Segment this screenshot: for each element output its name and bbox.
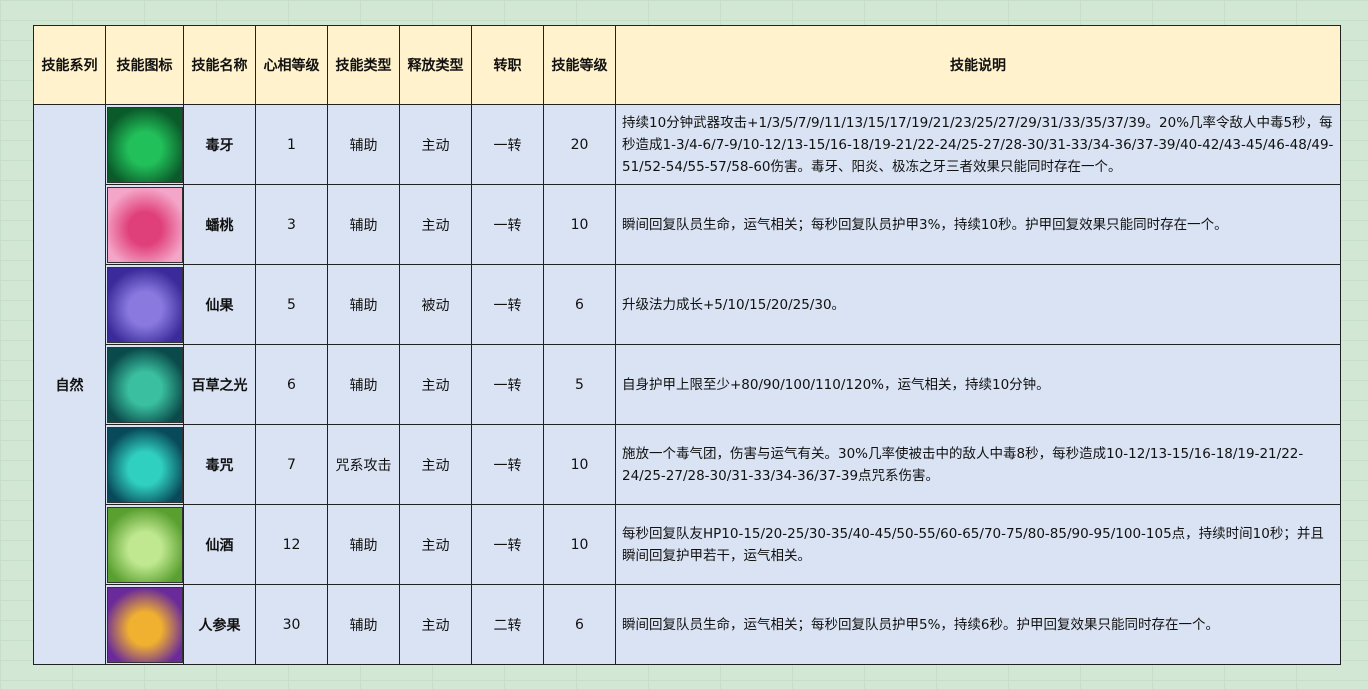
poison-curse-icon	[106, 426, 183, 503]
skill-description: 施放一个毒气团，伤害与运气有关。30%几率使被击中的敌人中毒8秒，每秒造成10-…	[615, 424, 1341, 505]
fairy-fruit-icon	[106, 266, 183, 343]
skill-level: 5	[543, 344, 616, 425]
mind-level: 30	[255, 584, 328, 665]
poison-fang-icon	[106, 106, 183, 183]
skill-description: 持续10分钟武器攻击+1/3/5/7/9/11/13/15/17/19/21/2…	[615, 104, 1341, 185]
column-header: 技能图标	[105, 25, 184, 105]
skill-level: 6	[543, 584, 616, 665]
release-type: 主动	[399, 424, 472, 505]
release-type: 主动	[399, 504, 472, 585]
mind-level: 3	[255, 184, 328, 265]
skill-type: 辅助	[327, 184, 400, 265]
table-row: 毒咒 7 咒系攻击 主动 一转 10 施放一个毒气团，伤害与运气有关。30%几率使被击中的敌…	[34, 424, 1341, 505]
skill-series-cell: 自然	[33, 104, 106, 665]
mind-level: 7	[255, 424, 328, 505]
skill-level: 20	[543, 104, 616, 185]
ginseng-fruit-icon	[106, 586, 183, 663]
skill-level: 10	[543, 184, 616, 265]
job-change: 一转	[471, 264, 544, 345]
mind-level: 6	[255, 344, 328, 425]
skill-description: 升级法力成长+5/10/15/20/25/30。	[615, 264, 1341, 345]
job-change: 一转	[471, 184, 544, 265]
skill-description: 每秒回复队友HP10-15/20-25/30-35/40-45/50-55/60…	[615, 504, 1341, 585]
mind-level: 5	[255, 264, 328, 345]
table-row: 百草之光 6 辅助 主动 一转 5 自身护甲上限至少+80/90/100/110/120%，…	[34, 344, 1341, 425]
column-header: 技能类型	[327, 25, 400, 105]
fairy-wine-icon	[106, 506, 183, 583]
skill-type: 辅助	[327, 504, 400, 585]
skill-name: 仙果	[183, 264, 256, 345]
skill-name: 百草之光	[183, 344, 256, 425]
skill-level: 10	[543, 424, 616, 505]
icon-cell	[105, 344, 184, 425]
column-header: 技能等级	[543, 25, 616, 105]
skill-type: 辅助	[327, 104, 400, 185]
column-header: 技能系列	[33, 25, 106, 105]
skill-description: 瞬间回复队员生命，运气相关；每秒回复队员护甲5%，持续6秒。护甲回复效果只能同时…	[615, 584, 1341, 665]
herb-light-icon	[106, 346, 183, 423]
column-header: 心相等级	[255, 25, 328, 105]
table-row: 蟠桃 3 辅助 主动 一转 10 瞬间回复队员生命，运气相关；每秒回复队员护甲3%，持续10…	[34, 184, 1341, 265]
icon-cell	[105, 264, 184, 345]
release-type: 主动	[399, 184, 472, 265]
mind-level: 12	[255, 504, 328, 585]
release-type: 主动	[399, 104, 472, 185]
skill-name: 毒咒	[183, 424, 256, 505]
skill-type: 辅助	[327, 344, 400, 425]
skill-type: 辅助	[327, 264, 400, 345]
skill-type: 辅助	[327, 584, 400, 665]
skill-name: 人参果	[183, 584, 256, 665]
mind-level: 1	[255, 104, 328, 185]
table-row: 人参果 30 辅助 主动 二转 6 瞬间回复队员生命，运气相关；每秒回复队员护甲5%，持续6…	[34, 584, 1341, 665]
icon-cell	[105, 424, 184, 505]
column-header: 转职	[471, 25, 544, 105]
table-row: 自然 毒牙 1 辅助 主动 一转 20 持续10分钟武器攻击+1/3/5/7/9/11/13/…	[33, 104, 1341, 665]
table-row: 仙果 5 辅助 被动 一转 6 升级法力成长+5/10/15/20/25/30。	[34, 264, 1341, 345]
release-type: 被动	[399, 264, 472, 345]
skill-level: 10	[543, 504, 616, 585]
icon-cell	[105, 104, 184, 185]
skill-type: 咒系攻击	[327, 424, 400, 505]
icon-cell	[105, 184, 184, 265]
skill-name: 毒牙	[183, 104, 256, 185]
skill-description: 自身护甲上限至少+80/90/100/110/120%，运气相关，持续10分钟。	[615, 344, 1341, 425]
peach-icon	[106, 186, 183, 263]
release-type: 主动	[399, 344, 472, 425]
job-change: 二转	[471, 584, 544, 665]
job-change: 一转	[471, 344, 544, 425]
column-header: 技能名称	[183, 25, 256, 105]
skill-description: 瞬间回复队员生命，运气相关；每秒回复队员护甲3%，持续10秒。护甲回复效果只能同…	[615, 184, 1341, 265]
skill-table: 技能系列 技能图标 技能名称 心相等级 技能类型 释放类型 转职 技能等级 技能说明 自然 毒牙 1…	[33, 25, 1341, 665]
release-type: 主动	[399, 584, 472, 665]
job-change: 一转	[471, 424, 544, 505]
icon-cell	[105, 584, 184, 665]
skill-name: 蟠桃	[183, 184, 256, 265]
job-change: 一转	[471, 504, 544, 585]
column-header: 技能说明	[615, 25, 1341, 105]
job-change: 一转	[471, 104, 544, 185]
skill-name: 仙酒	[183, 504, 256, 585]
column-header: 释放类型	[399, 25, 472, 105]
icon-cell	[105, 504, 184, 585]
table-row: 仙酒 12 辅助 主动 一转 10 每秒回复队友HP10-15/20-25/30-35/40…	[34, 504, 1341, 585]
skill-level: 6	[543, 264, 616, 345]
